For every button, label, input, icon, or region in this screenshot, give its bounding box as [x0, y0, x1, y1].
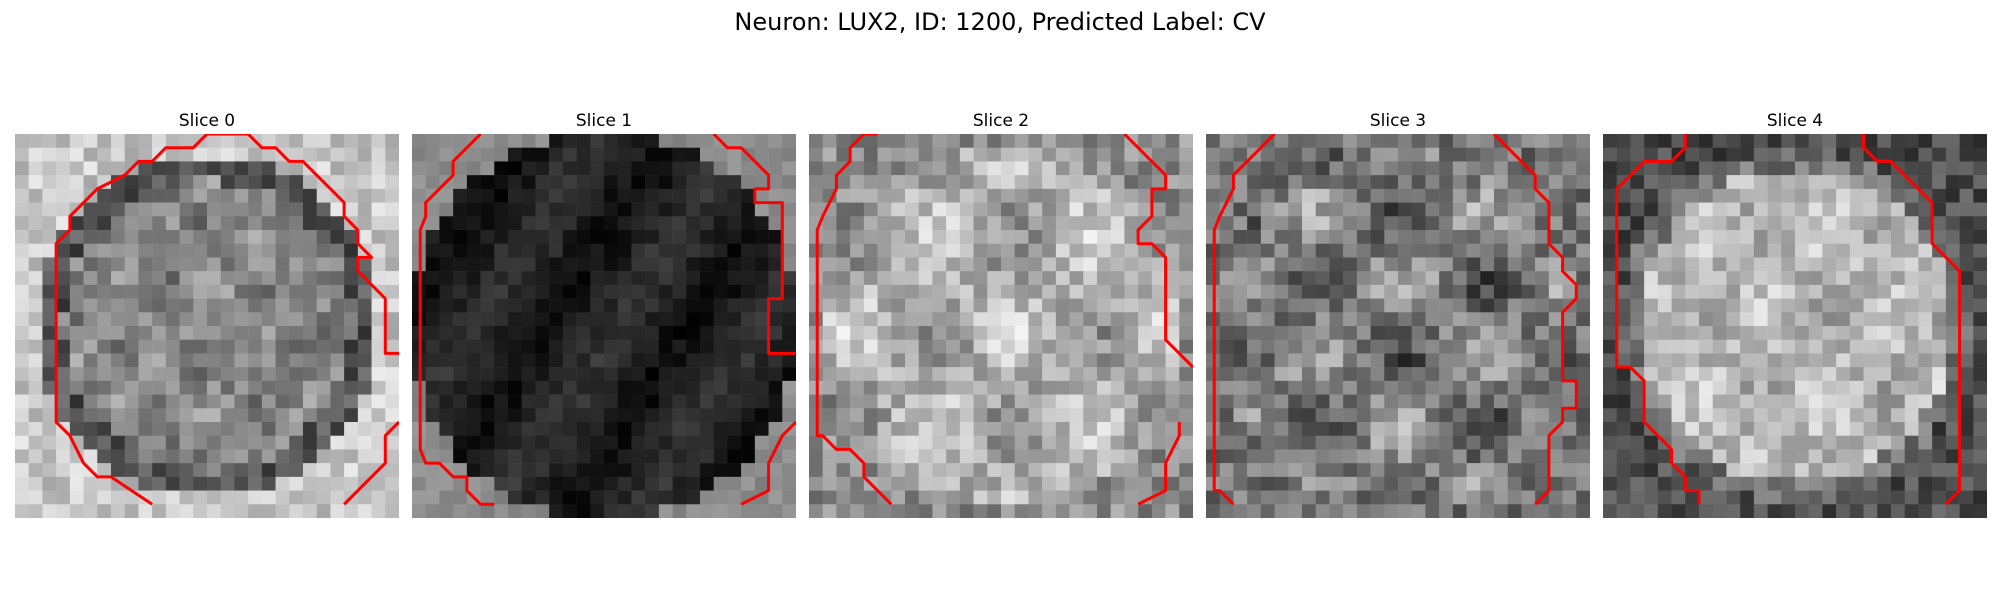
contour-line [740, 420, 796, 506]
pixel-grid [1206, 134, 1590, 518]
panel-title: Slice 2 [972, 111, 1030, 131]
slice-image [15, 134, 399, 518]
slice-image [809, 134, 1193, 518]
contour-line [418, 134, 495, 506]
contour-line [54, 134, 399, 506]
panel-title: Slice 1 [575, 111, 633, 131]
panel-slice-1: Slice 1 [412, 108, 796, 518]
contour-line [1862, 134, 1962, 506]
contour-line [1492, 134, 1578, 506]
pixel-grid [15, 134, 399, 518]
pixel-grid [809, 134, 1193, 518]
pixel-grid [412, 134, 796, 518]
slice-image [1603, 134, 1987, 518]
panel-slice-2: Slice 2 [809, 108, 1193, 518]
contour-line [712, 134, 796, 355]
slice-image [1206, 134, 1590, 518]
pixel-grid [1603, 134, 1987, 518]
contour-line [1212, 134, 1276, 506]
panel-slice-0: Slice 0 [15, 108, 399, 518]
figure-title: Neuron: LUX2, ID: 1200, Predicted Label:… [734, 8, 1266, 36]
contour-line [1137, 422, 1181, 506]
contour-line [343, 420, 399, 506]
panel-title: Slice 4 [1766, 111, 1824, 131]
contour-line [815, 134, 893, 506]
contour-line [1123, 134, 1193, 369]
panel-title: Slice 3 [1369, 111, 1427, 131]
panel-title: Slice 0 [178, 111, 236, 131]
slice-image [412, 134, 796, 518]
contour-line [1615, 134, 1701, 505]
panel-slice-4: Slice 4 [1603, 108, 1987, 518]
panel-slice-3: Slice 3 [1206, 108, 1590, 518]
